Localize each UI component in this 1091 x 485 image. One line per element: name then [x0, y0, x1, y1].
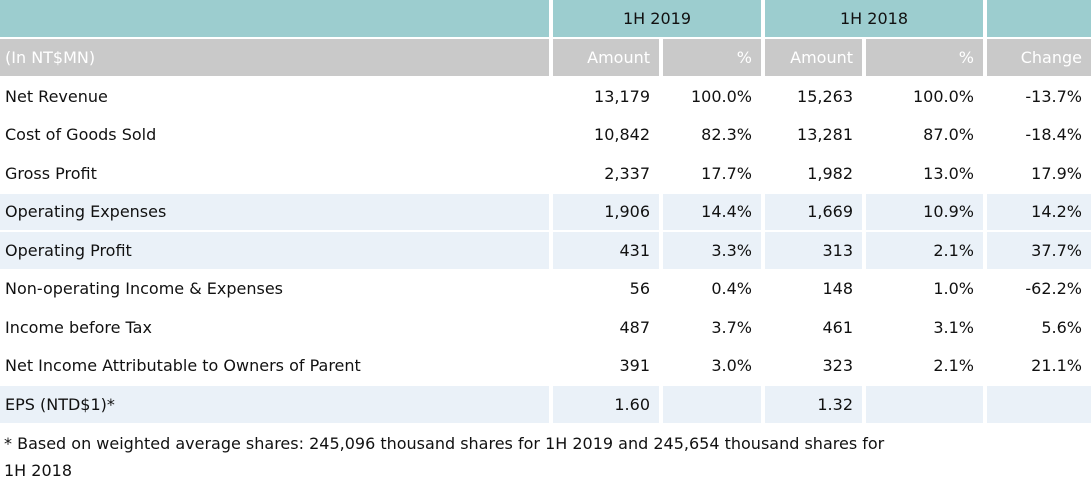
- pct-2019-cell: 17.7%: [659, 153, 761, 192]
- amount-2018-cell: 1.32: [761, 384, 862, 423]
- row-label-cell: EPS (NTD$1)*: [0, 384, 549, 423]
- change-cell: -62.2%: [983, 268, 1091, 307]
- subheader-pct-2018: %: [862, 37, 983, 76]
- change-cell: 5.6%: [983, 307, 1091, 346]
- unit-label: (In NT$MN): [0, 37, 549, 76]
- row-label-cell: Net Revenue: [0, 76, 549, 115]
- change-cell: 21.1%: [983, 345, 1091, 384]
- amount-2019-cell: 56: [549, 268, 659, 307]
- row-label-cell: Net Income Attributable to Owners of Par…: [0, 345, 549, 385]
- footnote-line1: * Based on weighted average shares: 245,…: [4, 433, 885, 453]
- footnote: * Based on weighted average shares: 245,…: [0, 423, 1091, 484]
- amount-2019-cell: 10,842: [549, 114, 659, 153]
- footnote-line2: 1H 2018: [4, 460, 73, 480]
- pct-2019-cell: 3.3%: [659, 230, 761, 269]
- pct-2019-cell: 100.0%: [659, 76, 761, 115]
- row-label-cell: Cost of Goods Sold: [0, 114, 549, 154]
- change-cell: 17.9%: [983, 153, 1091, 192]
- pct-2019-cell: 14.4%: [659, 191, 761, 230]
- pct-2018-cell: 87.0%: [862, 114, 983, 153]
- amount-2018-cell: 148: [761, 268, 862, 307]
- amount-2019-cell: 1,906: [549, 191, 659, 230]
- amount-2019-cell: 487: [549, 307, 659, 346]
- header-change-spacer: [983, 0, 1091, 37]
- change-cell: [983, 384, 1091, 423]
- pct-2018-cell: 13.0%: [862, 153, 983, 192]
- amount-2018-cell: 313: [761, 230, 862, 269]
- header-corner-cell: [0, 0, 549, 37]
- change-cell: -18.4%: [983, 114, 1091, 153]
- pct-2019-cell: 3.0%: [659, 345, 761, 384]
- pct-2018-cell: [862, 384, 983, 423]
- column-group-1h-2019: 1H 2019: [549, 0, 761, 37]
- change-cell: 37.7%: [983, 230, 1091, 269]
- amount-2018-cell: 323: [761, 345, 862, 384]
- amount-2018-cell: 1,669: [761, 191, 862, 230]
- amount-2019-cell: 431: [549, 230, 659, 269]
- pct-2019-cell: 3.7%: [659, 307, 761, 346]
- pct-2018-cell: 100.0%: [862, 76, 983, 115]
- amount-2018-cell: 461: [761, 307, 862, 346]
- pct-2019-cell: 0.4%: [659, 268, 761, 307]
- subheader-change: Change: [983, 37, 1091, 76]
- income-statement-table: 1H 2019 1H 2018 (In NT$MN) Amount % Amou…: [0, 0, 1091, 423]
- subheader-amount-2019: Amount: [549, 37, 659, 76]
- pct-2018-cell: 3.1%: [862, 307, 983, 346]
- pct-2018-cell: 1.0%: [862, 268, 983, 307]
- row-label-cell: Operating Expenses: [0, 191, 549, 230]
- change-cell: -13.7%: [983, 76, 1091, 115]
- row-label-cell: Operating Profit: [0, 230, 549, 269]
- column-group-1h-2018: 1H 2018: [761, 0, 983, 37]
- amount-2019-cell: 1.60: [549, 384, 659, 423]
- amount-2019-cell: 2,337: [549, 153, 659, 192]
- amount-2018-cell: 1,982: [761, 153, 862, 192]
- pct-2019-cell: [659, 384, 761, 423]
- amount-2019-cell: 391: [549, 345, 659, 384]
- subheader-amount-2018: Amount: [761, 37, 862, 76]
- subheader-pct-2019: %: [659, 37, 761, 76]
- amount-2018-cell: 15,263: [761, 76, 862, 115]
- pct-2018-cell: 2.1%: [862, 230, 983, 269]
- amount-2019-cell: 13,179: [549, 76, 659, 115]
- amount-2018-cell: 13,281: [761, 114, 862, 153]
- row-label-cell: Gross Profit: [0, 153, 549, 192]
- pct-2019-cell: 82.3%: [659, 114, 761, 153]
- pct-2018-cell: 2.1%: [862, 345, 983, 384]
- row-label-cell: Income before Tax: [0, 307, 549, 346]
- row-label-cell: Non-operating Income & Expenses: [0, 268, 549, 308]
- change-cell: 14.2%: [983, 191, 1091, 230]
- pct-2018-cell: 10.9%: [862, 191, 983, 230]
